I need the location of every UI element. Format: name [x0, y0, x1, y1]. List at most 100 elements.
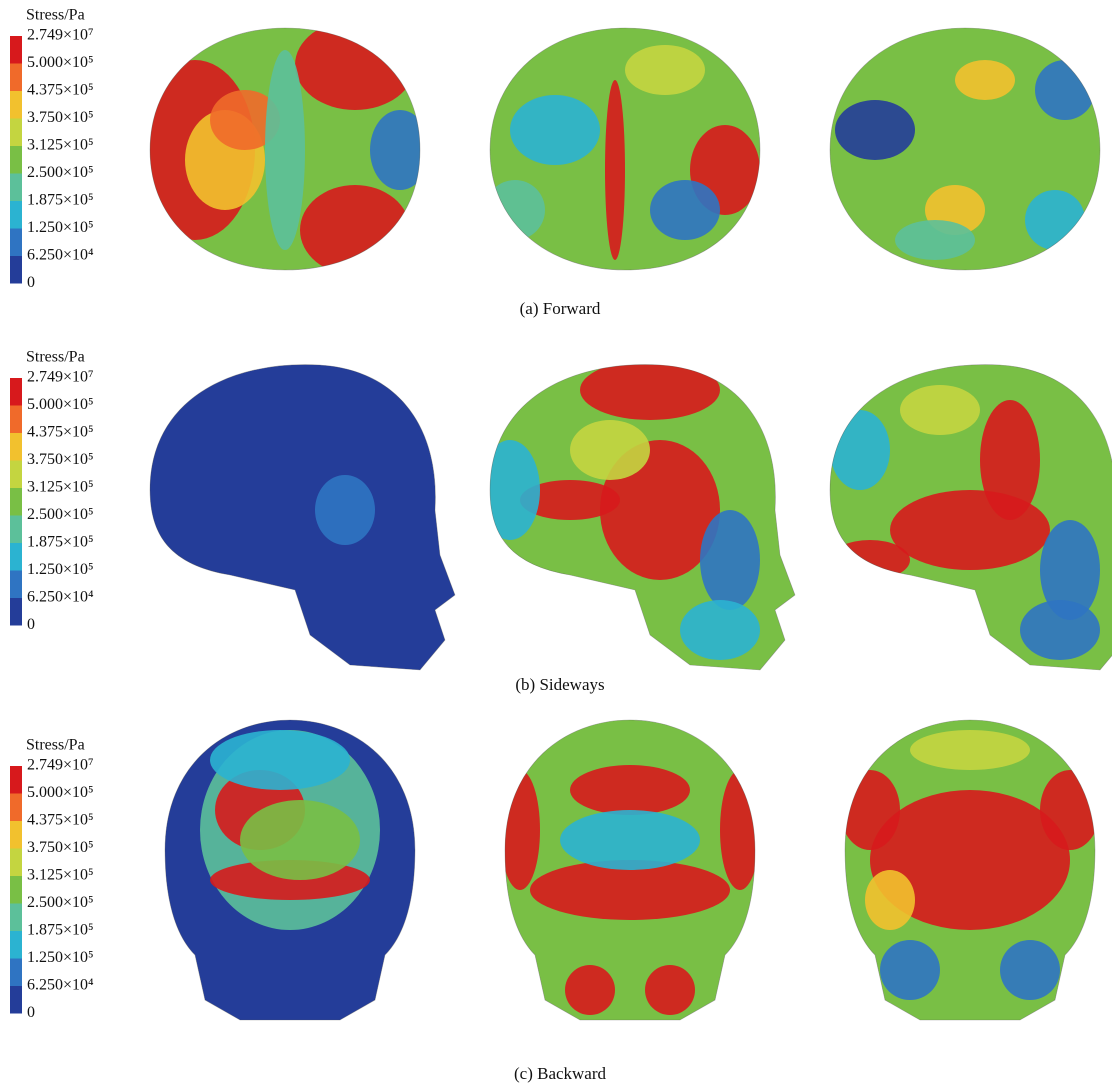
figure: Stress/Pa 2.749×10⁷ 5.000×10⁵ 4.375×10⁵ 3.75…: [0, 0, 1112, 1088]
stress-region: [895, 220, 975, 260]
legend-label: 2.500×10⁵: [27, 894, 94, 911]
stress-region: [480, 440, 540, 540]
stress-region: [650, 180, 720, 240]
legend-swatch: [10, 931, 22, 959]
legend-label: 3.125×10⁵: [27, 137, 94, 154]
legend-label: 3.750×10⁵: [27, 451, 94, 468]
legend-swatch: [10, 201, 22, 229]
legend-swatch: [10, 406, 22, 434]
legend-swatch: [10, 959, 22, 987]
legend-swatch: [10, 64, 22, 92]
legend-swatch: [10, 849, 22, 877]
legend-label: 5.000×10⁵: [27, 784, 94, 801]
legend-title: Stress/Pa: [26, 737, 85, 754]
skull-image: [500, 720, 760, 1020]
skull-image: [165, 720, 415, 1020]
legend-label: 4.375×10⁵: [27, 812, 94, 829]
legend-swatch: [10, 146, 22, 174]
stress-region: [370, 110, 430, 190]
legend-swatch: [10, 378, 22, 406]
stress-region: [570, 420, 650, 480]
legend-label: 1.250×10⁵: [27, 219, 94, 236]
stress-region: [880, 940, 940, 1000]
legend-label: 2.749×10⁷: [27, 27, 94, 44]
legend-swatch: [10, 91, 22, 119]
legend-title: Stress/Pa: [26, 7, 85, 24]
legend-swatch: [10, 256, 22, 284]
stress-region: [910, 730, 1030, 770]
legend-swatch: [10, 461, 22, 489]
legend-swatch: [10, 904, 22, 932]
legend-label: 6.250×10⁴: [27, 589, 94, 606]
legend-swatch: [10, 174, 22, 202]
legend-swatch: [10, 986, 22, 1014]
stress-region: [1000, 940, 1060, 1000]
stress-region: [565, 965, 615, 1015]
stress-region: [1040, 770, 1100, 850]
skull-image: [485, 28, 760, 270]
stress-region: [580, 360, 720, 420]
stress-region: [835, 100, 915, 160]
stress-region: [830, 410, 890, 490]
stress-region: [955, 60, 1015, 100]
legend-swatch: [10, 876, 22, 904]
skull-image: [840, 720, 1100, 1020]
legend-label: 1.250×10⁵: [27, 949, 94, 966]
legend-label: 5.000×10⁵: [27, 396, 94, 413]
legend-label: 3.125×10⁵: [27, 867, 94, 884]
legend-label: 1.875×10⁵: [27, 192, 94, 209]
stress-region: [570, 765, 690, 815]
caption: (c) Backward: [514, 1064, 607, 1083]
stress-region: [840, 770, 900, 850]
legend-label: 1.250×10⁵: [27, 561, 94, 578]
legend-swatch: [10, 433, 22, 461]
stress-region: [300, 185, 410, 275]
stress-region: [680, 600, 760, 660]
legend-label: 0: [27, 274, 35, 291]
legend-swatch: [10, 229, 22, 257]
legend-title: Stress/Pa: [26, 349, 85, 366]
stress-region: [980, 400, 1040, 520]
legend-label: 2.749×10⁷: [27, 757, 94, 774]
stress-region: [560, 810, 700, 870]
stress-region: [865, 870, 915, 930]
legend-swatch: [10, 516, 22, 544]
legend-label: 1.875×10⁵: [27, 534, 94, 551]
legend-swatch: [10, 598, 22, 626]
skull-surface: [150, 365, 455, 670]
caption: (a) Forward: [520, 299, 601, 318]
stress-region: [645, 965, 695, 1015]
legend-swatch: [10, 794, 22, 822]
skull-image: [830, 28, 1100, 270]
stress-region: [485, 180, 545, 240]
stress-region: [900, 385, 980, 435]
stress-region: [1020, 600, 1100, 660]
legend-label: 3.750×10⁵: [27, 839, 94, 856]
skull-image: [150, 365, 455, 670]
legend-swatch: [10, 36, 22, 64]
stress-region: [265, 50, 305, 250]
legend-swatch: [10, 543, 22, 571]
skull-image: [830, 365, 1112, 670]
legend-swatch: [10, 119, 22, 147]
legend-label: 4.375×10⁵: [27, 82, 94, 99]
legend-label: 3.125×10⁵: [27, 479, 94, 496]
stress-region: [1025, 190, 1085, 250]
legend-label: 2.500×10⁵: [27, 164, 94, 181]
stress-region: [605, 80, 625, 260]
skull-image: [480, 360, 795, 670]
legend-swatch: [10, 571, 22, 599]
legend-swatch: [10, 488, 22, 516]
skull-image: [135, 20, 430, 275]
legend-label: 5.000×10⁵: [27, 54, 94, 71]
stress-region: [625, 45, 705, 95]
caption: (b) Sideways: [515, 675, 604, 694]
legend-label: 6.250×10⁴: [27, 977, 94, 994]
stress-region: [510, 95, 600, 165]
stress-region: [315, 475, 375, 545]
legend-label: 0: [27, 616, 35, 633]
legend-swatch: [10, 766, 22, 794]
legend-label: 6.250×10⁴: [27, 247, 94, 264]
legend-label: 0: [27, 1004, 35, 1021]
stress-region: [295, 20, 415, 110]
